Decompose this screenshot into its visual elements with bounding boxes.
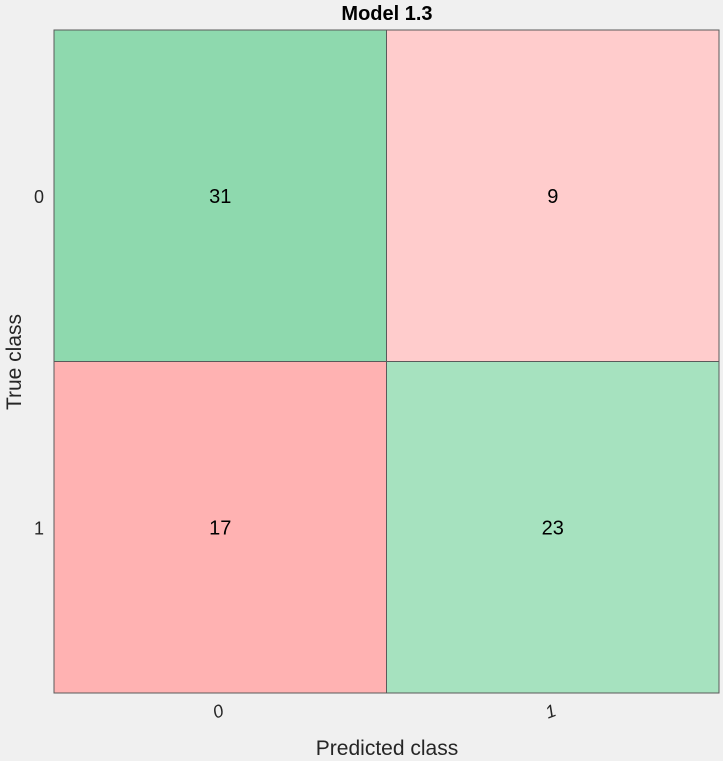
y-tick-label: 0 bbox=[34, 187, 44, 207]
matrix-cell-true-0-pred-0 bbox=[53, 29, 387, 362]
y-axis-label: True class bbox=[3, 314, 26, 410]
x-tick-label: 0 bbox=[210, 700, 226, 722]
matrix-cell-true-1-pred-0 bbox=[53, 361, 387, 694]
cell-value-label: 9 bbox=[547, 186, 558, 208]
y-tick-label: 1 bbox=[34, 518, 44, 538]
matrix-cells bbox=[53, 29, 720, 694]
cell-value-label: 31 bbox=[209, 186, 231, 208]
chart-title: Model 1.3 bbox=[341, 3, 432, 25]
matrix-cell-true-1-pred-1 bbox=[386, 361, 720, 694]
x-axis-label: Predicted class bbox=[316, 737, 458, 760]
matrix-cell-true-0-pred-1 bbox=[386, 29, 720, 362]
cell-value-label: 23 bbox=[542, 517, 564, 539]
x-tick-label: 1 bbox=[543, 700, 559, 722]
cell-value-labels: 31 9 17 23 bbox=[209, 186, 564, 540]
cell-value-label: 17 bbox=[209, 517, 231, 539]
